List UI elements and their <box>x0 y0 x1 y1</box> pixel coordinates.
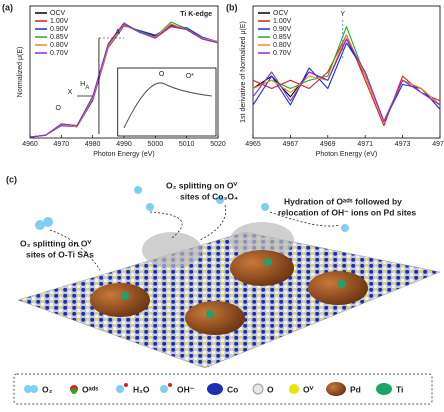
inset-curve <box>123 82 212 129</box>
legend-label: 0.80V <box>50 42 69 49</box>
x-tick-label: 4990 <box>116 141 132 148</box>
x-tick-label: 4965 <box>245 141 261 148</box>
legend-label: 0.70V <box>50 50 69 57</box>
annotation: Ti K-edge <box>180 11 212 18</box>
surface-illustration <box>17 186 441 369</box>
panel-label: (c) <box>6 174 17 184</box>
legend-label: 0.70V <box>273 50 292 57</box>
x-tick-label: 4971 <box>357 141 373 148</box>
plot-frame <box>252 5 441 139</box>
legend-label: Oⱽ <box>303 384 315 394</box>
panel-label: (b) <box>226 2 238 12</box>
panel-label: (a) <box>2 2 13 12</box>
annotation: O* <box>186 73 194 80</box>
data-line <box>252 42 441 123</box>
annotation: O <box>159 71 165 78</box>
x-axis-label: Photon Energy (eV) <box>93 151 154 158</box>
inset-frame <box>117 67 217 137</box>
annotation: A <box>115 29 120 36</box>
legend-label: O <box>267 384 274 394</box>
caption: Hydration of Oᵃᵈˢ followed by <box>284 196 402 206</box>
data-line <box>29 23 219 138</box>
annotation: O <box>55 105 61 112</box>
caption: O₂ splitting on Oⱽ <box>166 180 239 190</box>
legend-label: Oᵃᵈˢ <box>82 384 98 394</box>
legend-label: 0.90V <box>50 26 69 33</box>
x-tick-label: 5000 <box>148 141 164 148</box>
x-tick-label: 4980 <box>85 141 101 148</box>
caption: sites of Co₃O₄ <box>180 191 238 201</box>
legend-label: O₂ <box>42 384 53 394</box>
legend-label: OCV <box>50 10 66 17</box>
caption: O₂ splitting on Oⱽ <box>20 238 93 248</box>
legend-label: OH⁻ <box>177 384 195 394</box>
y-axis-label: Normalized μ(E) <box>17 47 24 98</box>
legend-label: 0.80V <box>273 42 292 49</box>
legend-label: 0.85V <box>50 34 69 41</box>
x-tick-label: 5020 <box>210 141 226 148</box>
legend-label: Ti <box>396 384 403 394</box>
annotation-sub: A <box>85 85 89 91</box>
x-axis-label: Photon Energy (eV) <box>316 151 377 158</box>
x-tick-label: 5010 <box>179 141 195 148</box>
annotation: Y <box>340 11 345 18</box>
x-tick-label: 4975 <box>432 141 444 148</box>
legend-label: 1.00V <box>273 18 292 25</box>
legend-label: Co <box>227 384 238 394</box>
x-tick-label: 4970 <box>54 141 70 148</box>
annotation: HA <box>80 81 89 91</box>
legend-label: 0.90V <box>273 26 292 33</box>
y-axis-label: 1st derivative of Normalized μ(E) <box>240 21 247 123</box>
data-line <box>252 38 441 123</box>
x-tick-label: 4969 <box>320 141 336 148</box>
legend-label: Pd <box>350 384 361 394</box>
caption: sites of O-Ti SAs <box>26 249 94 259</box>
data-line <box>252 34 441 123</box>
legend-label: H₂O <box>133 384 150 394</box>
legend-label: 1.00V <box>50 18 69 25</box>
legend-label: 0.85V <box>273 34 292 41</box>
legend-label: OCV <box>273 10 289 17</box>
x-tick-label: 4967 <box>283 141 299 148</box>
caption: relocation of OH⁻ ions on Pd sites <box>278 207 416 217</box>
x-tick-label: 4960 <box>22 141 38 148</box>
x-tick-label: 4973 <box>395 141 411 148</box>
annotation: X <box>68 89 73 96</box>
illustration-legend <box>13 373 433 405</box>
